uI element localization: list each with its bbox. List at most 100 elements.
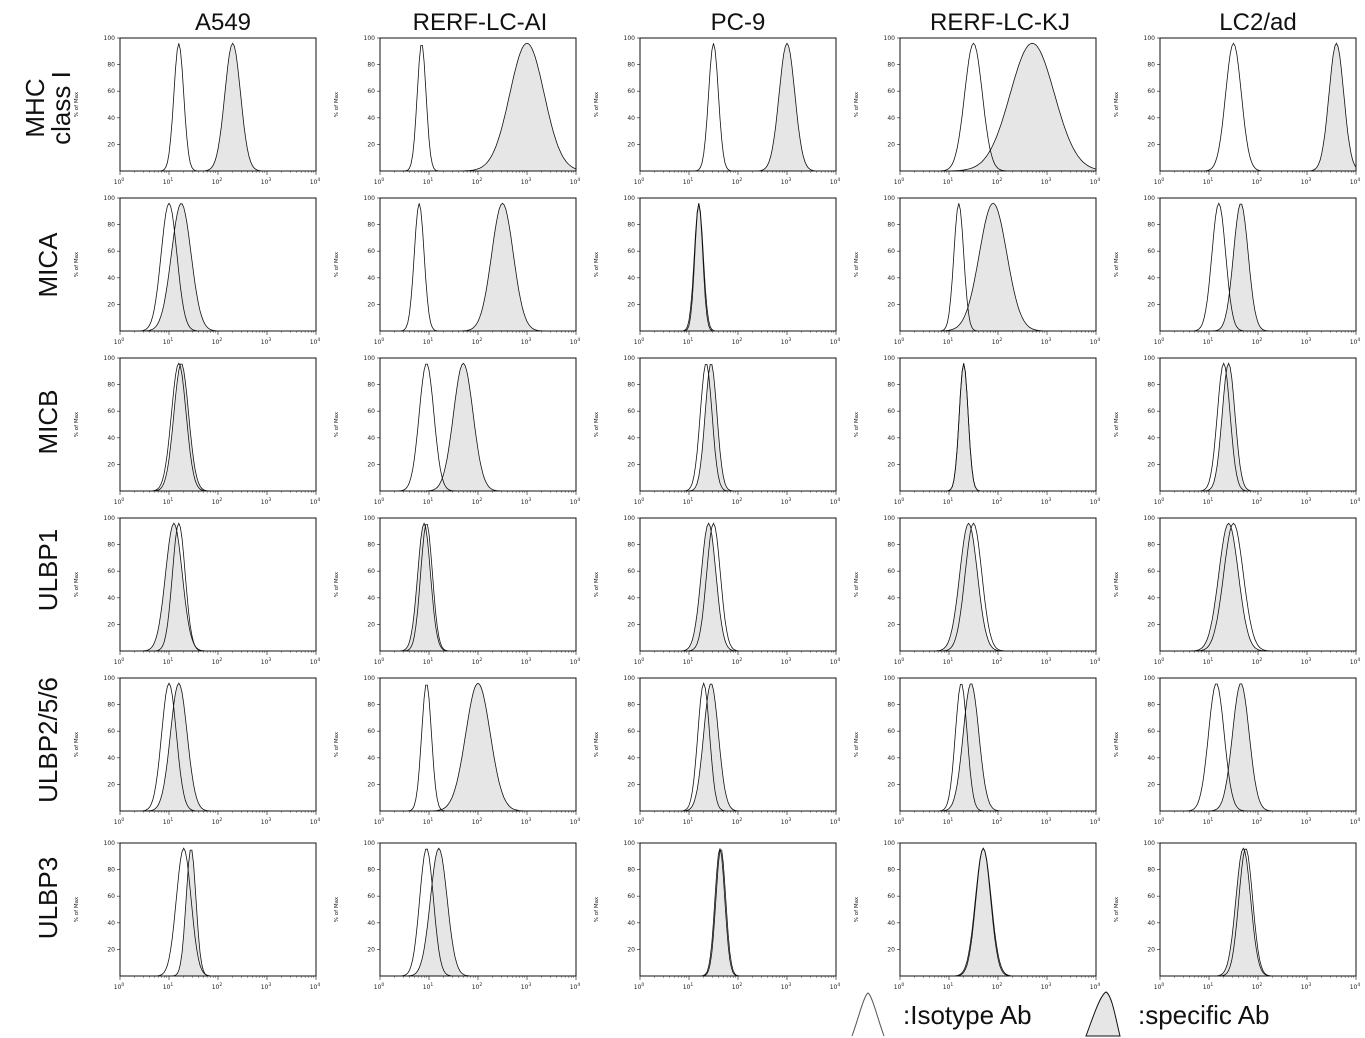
- isotype-ab-histogram: [900, 42, 1096, 171]
- x-tick-label: 101: [163, 497, 174, 506]
- y-tick-label: 40: [107, 755, 115, 762]
- isotype-ab-histogram: [380, 524, 576, 651]
- y-axis-label: % of Max: [594, 91, 600, 117]
- specific-ab-histogram: [640, 42, 836, 171]
- y-tick-label: 80: [627, 542, 635, 549]
- y-axis-label: % of Max: [334, 91, 340, 117]
- y-tick-label: 40: [1147, 755, 1155, 762]
- y-tick-label: 40: [107, 435, 115, 442]
- x-tick-label: 101: [423, 177, 434, 186]
- y-tick-label: 100: [364, 515, 376, 522]
- y-tick-label: 20: [1147, 781, 1155, 788]
- y-axis-label: % of Max: [334, 251, 340, 277]
- specific-ab-histogram: [380, 682, 576, 811]
- isotype-ab-histogram: [1160, 683, 1356, 811]
- panel-frame: [379, 517, 577, 652]
- y-tick-label: 20: [887, 781, 895, 788]
- specific-ab-histogram: [1160, 42, 1356, 171]
- x-tick-label: 101: [943, 177, 954, 186]
- specific-ab-histogram: [120, 363, 316, 491]
- y-tick-label: 60: [887, 248, 895, 255]
- y-tick-label: 80: [627, 382, 635, 389]
- y-tick-label: 20: [367, 781, 375, 788]
- y-tick-label: 60: [367, 893, 375, 900]
- specific-ab-histogram: [120, 849, 316, 976]
- isotype-ab-histogram: [1160, 202, 1356, 331]
- x-tick-label: 103: [521, 337, 532, 346]
- panel-frame: [639, 357, 837, 492]
- x-tick-label: 101: [1203, 657, 1214, 666]
- x-tick-label: 102: [732, 982, 743, 991]
- isotype-ab-histogram: [120, 202, 316, 331]
- specific-ab-histogram: [640, 203, 836, 331]
- histogram-panel: % of Max 20 40 60 80 100 100 101 102 103 104: [74, 195, 320, 346]
- histogram-panel: % of Max 20 40 60 80 100 100 101 102 103 104: [1114, 840, 1360, 991]
- y-tick-label: 60: [107, 88, 115, 95]
- y-tick-label: 40: [1147, 115, 1155, 122]
- y-tick-label: 80: [627, 702, 635, 709]
- y-tick-label: 20: [367, 301, 375, 308]
- x-tick-label: 100: [374, 497, 385, 506]
- isotype-ab-histogram: [640, 364, 836, 491]
- y-tick-label: 80: [1147, 867, 1155, 874]
- isotype-ab-histogram: [900, 363, 1096, 491]
- x-tick-label: 104: [1090, 657, 1101, 666]
- y-tick-label: 80: [107, 702, 115, 709]
- column-header: PC-9: [711, 9, 766, 36]
- x-tick-label: 103: [1301, 817, 1312, 826]
- x-tick-label: 104: [310, 982, 321, 991]
- y-tick-label: 60: [627, 408, 635, 415]
- x-tick-label: 101: [163, 657, 174, 666]
- y-tick-label: 60: [1147, 248, 1155, 255]
- histogram-panel: % of Max 20 40 60 80 100 100 101 102 103 104: [854, 840, 1100, 991]
- x-tick-label: 100: [114, 177, 125, 186]
- isotype-ab-histogram: [120, 362, 316, 491]
- x-tick-label: 100: [1154, 817, 1165, 826]
- panel-frame: [119, 357, 317, 492]
- y-axis-label: % of Max: [594, 251, 600, 277]
- y-tick-label: 40: [627, 595, 635, 602]
- x-tick-label: 102: [732, 657, 743, 666]
- y-tick-label: 100: [884, 675, 896, 682]
- y-tick-label: 40: [107, 920, 115, 927]
- x-tick-label: 101: [1203, 982, 1214, 991]
- histogram-panel: % of Max 20 40 60 80 100 100 101 102 103 104: [854, 515, 1100, 666]
- panel-frame: [639, 677, 837, 812]
- y-tick-label: 60: [627, 568, 635, 575]
- panel-frame: [379, 37, 577, 172]
- isotype-ab-histogram: [120, 847, 316, 976]
- y-tick-label: 40: [367, 755, 375, 762]
- y-tick-label: 100: [1144, 840, 1156, 847]
- x-tick-label: 100: [894, 177, 905, 186]
- x-tick-label: 101: [683, 657, 694, 666]
- isotype-ab-histogram: [1160, 848, 1356, 976]
- x-tick-label: 100: [374, 982, 385, 991]
- histogram-panel: % of Max 20 40 60 80 100 100 101 102 103 104: [74, 35, 320, 186]
- histogram-panel: % of Max 20 40 60 80 100 100 101 102 103 104: [334, 840, 580, 991]
- y-tick-label: 60: [887, 408, 895, 415]
- specific-ab-histogram: [1160, 683, 1356, 811]
- x-tick-label: 102: [1252, 817, 1263, 826]
- x-tick-label: 102: [472, 337, 483, 346]
- x-tick-label: 103: [1301, 497, 1312, 506]
- y-tick-label: 100: [884, 840, 896, 847]
- x-tick-label: 102: [992, 337, 1003, 346]
- specific-ab-histogram: [900, 683, 1096, 811]
- y-tick-label: 60: [627, 248, 635, 255]
- histogram-panel: % of Max 20 40 60 80 100 100 101 102 103 104: [334, 515, 580, 666]
- y-tick-label: 80: [367, 382, 375, 389]
- histogram-panel: % of Max 20 40 60 80 100 100 101 102 103 104: [594, 355, 840, 506]
- y-tick-label: 80: [107, 382, 115, 389]
- x-tick-label: 100: [114, 497, 125, 506]
- row-header: ULBP2/5/6: [33, 677, 63, 803]
- x-tick-label: 104: [830, 982, 841, 991]
- specific-ab-histogram: [380, 847, 576, 976]
- y-tick-label: 80: [887, 867, 895, 874]
- y-tick-label: 60: [887, 728, 895, 735]
- y-tick-label: 40: [627, 755, 635, 762]
- legend-specific-swatch: [1085, 991, 1121, 1037]
- panel-frame: [1159, 517, 1357, 652]
- x-tick-label: 104: [310, 177, 321, 186]
